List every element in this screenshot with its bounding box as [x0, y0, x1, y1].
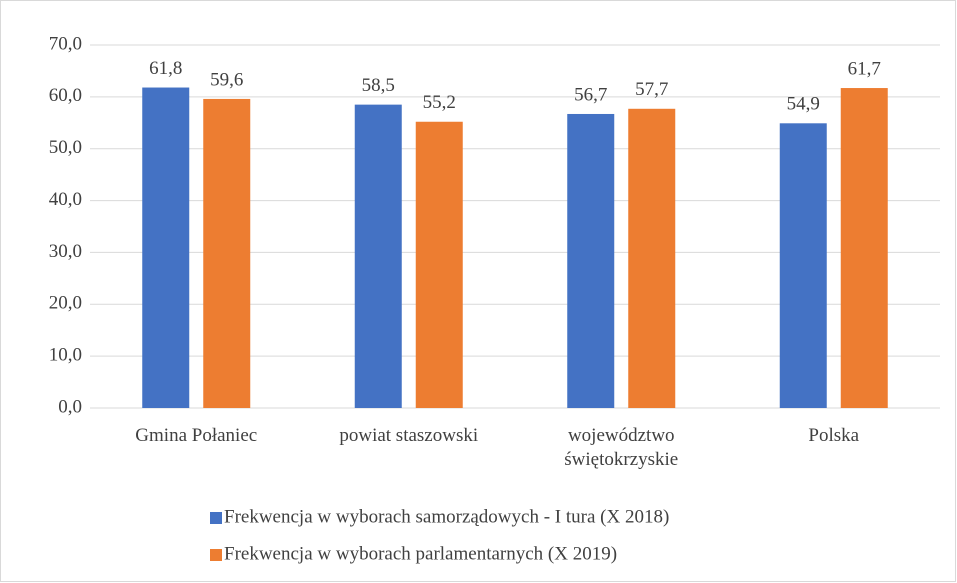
y-tick-label: 10,0: [49, 345, 82, 366]
data-label: 61,7: [848, 58, 881, 79]
bar: [840, 88, 888, 408]
y-tick-label: 0,0: [58, 396, 82, 417]
data-label: 59,6: [210, 69, 243, 90]
legend-swatch: [210, 512, 222, 524]
y-tick-label: 70,0: [49, 33, 82, 54]
legend-label: Frekwencja w wyborach samorządowych - I …: [224, 506, 669, 527]
data-label: 55,2: [423, 92, 456, 113]
x-tick-label: Polska: [808, 425, 860, 446]
data-label: 58,5: [362, 75, 395, 96]
x-tick-label: powiat staszowski: [339, 425, 479, 446]
legend-swatch: [210, 549, 222, 561]
bar: [567, 113, 615, 408]
y-tick-label: 40,0: [49, 189, 82, 210]
x-tick-label-box: Polska: [808, 425, 860, 446]
data-label: 54,9: [787, 94, 820, 115]
bar: [354, 104, 402, 408]
bar: [628, 108, 676, 408]
x-tick-label-box: województwo świętokrzyskie: [564, 425, 679, 470]
x-tick-label-box: powiat staszowski: [339, 425, 479, 446]
x-tick-label: województwo świętokrzyskie: [564, 425, 679, 470]
bar: [779, 123, 827, 408]
bar: [142, 87, 190, 408]
x-tick-label-box: Gmina Połaniec: [135, 425, 258, 446]
y-tick-label: 50,0: [49, 137, 82, 158]
legend-label: Frekwencja w wyborach parlamentarnych (X…: [224, 543, 617, 564]
y-tick-label: 20,0: [49, 293, 82, 314]
bar: [203, 98, 251, 408]
y-tick-label: 30,0: [49, 241, 82, 262]
data-label: 56,7: [574, 84, 607, 105]
x-tick-label: Gmina Połaniec: [135, 425, 258, 446]
data-label: 61,8: [149, 58, 182, 79]
data-label: 57,7: [635, 79, 668, 100]
y-tick-label: 60,0: [49, 85, 82, 106]
bar: [415, 121, 463, 409]
